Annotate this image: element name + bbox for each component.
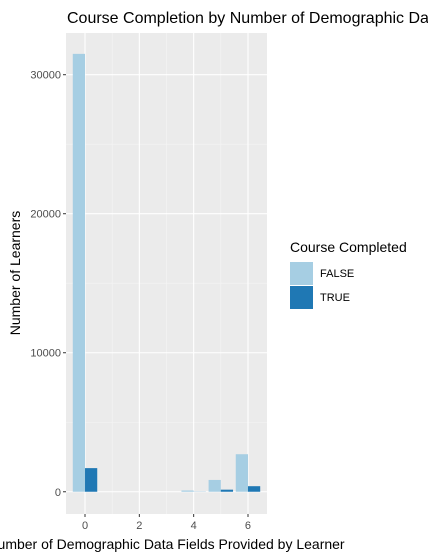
y-tick-label: 30000 bbox=[30, 70, 61, 82]
bar-false-4 bbox=[181, 490, 194, 492]
bar-true-0 bbox=[85, 468, 98, 492]
y-axis: 0 10000 20000 30000 bbox=[30, 70, 66, 499]
y-tick-label: 0 bbox=[55, 487, 61, 499]
bar-true-5 bbox=[220, 489, 234, 492]
bar-false-0 bbox=[72, 53, 86, 492]
bar-true-6 bbox=[247, 486, 261, 492]
bar-false-6 bbox=[235, 454, 248, 492]
y-tick-label: 10000 bbox=[30, 348, 61, 360]
bars bbox=[72, 53, 261, 492]
x-tick-label: 0 bbox=[82, 520, 88, 532]
x-tick-label: 2 bbox=[136, 520, 142, 532]
legend-title: Course Completed bbox=[290, 239, 407, 255]
x-axis: 0 2 4 6 bbox=[82, 514, 251, 532]
chart-title: Course Completion by Number of Demograph… bbox=[67, 10, 428, 27]
y-tick-label: 20000 bbox=[30, 209, 61, 221]
legend: Course Completed FALSE TRUE bbox=[290, 239, 407, 309]
legend-key-false bbox=[290, 262, 313, 285]
x-tick-label: 4 bbox=[191, 520, 197, 532]
bar-false-5 bbox=[208, 479, 221, 492]
legend-label-false: FALSE bbox=[320, 268, 354, 280]
grid-minor bbox=[66, 33, 267, 514]
y-axis-title: Number of Learners bbox=[7, 211, 23, 336]
x-axis-title: Number of Demographic Data Fields Provid… bbox=[0, 536, 345, 552]
legend-label-true: TRUE bbox=[320, 292, 350, 304]
x-tick-label: 6 bbox=[245, 520, 251, 532]
legend-key-true bbox=[290, 286, 313, 309]
